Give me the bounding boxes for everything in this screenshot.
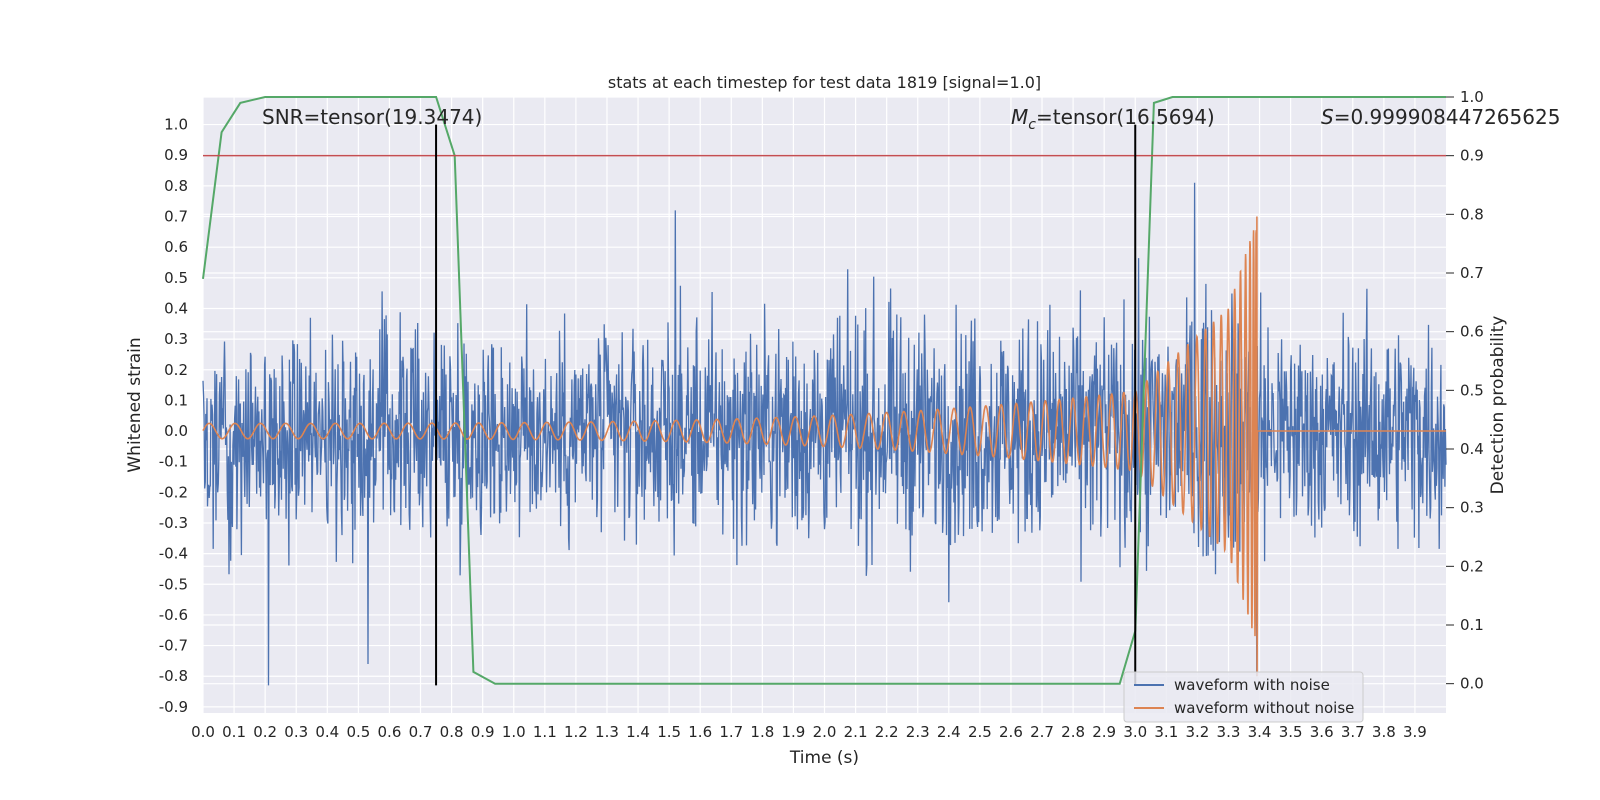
- left-axis-ticks: 1.0 0.9 0.8 0.7 0.6 0.5 0.4 0.3 0.2 0.1 0.0 -0.1 -0.…: [159, 116, 188, 716]
- x-tick-label: 0.4: [315, 723, 339, 741]
- x-tick-label: 1.5: [657, 723, 681, 741]
- x-tick-label: 2.8: [1061, 723, 1085, 741]
- x-tick-label: 3.4: [1248, 723, 1272, 741]
- x-tick-label: 2.4: [937, 723, 961, 741]
- left-y-tick-label: -0.8: [159, 667, 188, 685]
- x-tick-label: 0.3: [284, 723, 308, 741]
- left-y-tick-label: 0.7: [164, 208, 188, 226]
- x-tick-label: 0.5: [346, 723, 370, 741]
- x-tick-label: 3.6: [1310, 723, 1334, 741]
- chirp-mass-annotation: Mc=tensor(16.5694): [1011, 105, 1215, 133]
- right-y-tick-label: 0.4: [1460, 440, 1484, 458]
- score-value: =0.999908447265625: [1334, 105, 1561, 129]
- series-layer: [202, 96, 1447, 686]
- x-tick-label: 2.0: [813, 723, 837, 741]
- x-tick-label: 0.6: [378, 723, 402, 741]
- left-y-tick-label: 0.1: [164, 391, 188, 409]
- right-axis-label: Detection probability: [1488, 316, 1508, 495]
- x-tick-label: 0.0: [191, 723, 215, 741]
- x-tick-label: 3.9: [1403, 723, 1427, 741]
- legend-box: [1123, 671, 1364, 723]
- left-y-tick-label: 0.9: [164, 146, 188, 164]
- x-tick-label: 2.5: [968, 723, 992, 741]
- left-y-tick-label: -0.7: [159, 637, 188, 655]
- x-tick-label: 1.7: [719, 723, 743, 741]
- x-tick-label: 1.3: [595, 723, 619, 741]
- chirp-mass-value: =tensor(16.5694): [1036, 105, 1215, 129]
- legend-label-clean: waveform without noise: [1174, 699, 1354, 717]
- right-y-tick-label: 0.0: [1460, 675, 1484, 693]
- left-y-tick-label: -0.1: [159, 453, 188, 471]
- x-tick-label: 0.2: [253, 723, 277, 741]
- reference-lines: [203, 124, 1446, 686]
- left-y-tick-label: 0.3: [164, 330, 188, 348]
- legend-label-noisy: waveform with noise: [1174, 676, 1330, 694]
- left-y-tick-label: 0.4: [164, 299, 188, 317]
- left-y-tick-label: 0.5: [164, 269, 188, 287]
- x-axis-ticks: 0.0 0.1 0.2 0.3 0.4 0.5 0.6 0.7 0.8 0.9 1.0 1.1 1.2 1…: [191, 723, 1427, 741]
- right-y-tick-label: 0.1: [1460, 616, 1484, 634]
- right-y-tick-label: 0.3: [1460, 499, 1484, 517]
- x-tick-label: 2.2: [875, 723, 899, 741]
- chirp-mass-symbol: M: [1011, 105, 1028, 129]
- left-y-tick-label: 1.0: [164, 116, 188, 134]
- right-axis-ticks: 1.0 0.9 0.8 0.7 0.6 0.5 0.4 0.3 0.2 0.1 0.0: [1446, 88, 1484, 693]
- x-tick-label: 2.7: [1030, 723, 1054, 741]
- snr-annotation: SNR=tensor(19.3474): [262, 105, 482, 129]
- x-tick-label: 3.3: [1217, 723, 1241, 741]
- x-tick-label: 0.9: [471, 723, 495, 741]
- x-tick-label: 2.1: [844, 723, 868, 741]
- x-axis-label: Time (s): [789, 748, 859, 768]
- x-tick-label: 3.8: [1372, 723, 1396, 741]
- x-tick-label: 2.9: [1092, 723, 1116, 741]
- x-tick-label: 1.2: [564, 723, 588, 741]
- x-tick-label: 3.0: [1123, 723, 1147, 741]
- x-tick-label: 1.0: [502, 723, 526, 741]
- right-y-tick-label: 0.7: [1460, 264, 1484, 282]
- x-tick-label: 1.4: [626, 723, 650, 741]
- right-y-tick-label: 0.9: [1460, 147, 1484, 165]
- left-y-tick-label: 0.6: [164, 238, 188, 256]
- left-y-tick-label: 0.8: [164, 177, 188, 195]
- right-y-tick-label: 1.0: [1460, 88, 1484, 106]
- left-y-tick-label: -0.6: [159, 606, 188, 624]
- right-y-tick-label: 0.5: [1460, 381, 1484, 399]
- left-y-tick-label: -0.4: [159, 545, 188, 563]
- x-tick-label: 1.6: [688, 723, 712, 741]
- left-y-tick-label: -0.5: [159, 575, 188, 593]
- x-tick-label: 2.6: [999, 723, 1023, 741]
- left-axis-label: Whitened strain: [125, 337, 145, 472]
- series-detection-probability: [202, 96, 1446, 685]
- x-tick-label: 0.1: [222, 723, 246, 741]
- x-tick-label: 1.9: [781, 723, 805, 741]
- grid: [202, 96, 1446, 713]
- x-tick-label: 3.1: [1154, 723, 1178, 741]
- left-y-tick-label: -0.3: [159, 514, 188, 532]
- x-tick-label: 3.5: [1279, 723, 1303, 741]
- right-y-tick-label: 0.2: [1460, 557, 1484, 575]
- left-y-tick-label: 0.2: [164, 361, 188, 379]
- x-tick-label: 3.7: [1341, 723, 1365, 741]
- chart-title: stats at each timestep for test data 181…: [608, 73, 1041, 92]
- series-waveform-without-noise: [202, 216, 1446, 677]
- score-annotation: S=0.999908447265625: [1321, 105, 1560, 129]
- legend: waveform with noise waveform without noi…: [1123, 671, 1364, 723]
- score-symbol: S: [1321, 105, 1334, 129]
- left-y-tick-label: 0.0: [164, 422, 188, 440]
- x-tick-label: 0.8: [440, 723, 464, 741]
- right-y-tick-label: 0.8: [1460, 205, 1484, 223]
- right-y-tick-label: 0.6: [1460, 323, 1484, 341]
- chirp-mass-subscript: c: [1028, 117, 1036, 133]
- x-tick-label: 2.3: [906, 723, 930, 741]
- left-y-tick-label: -0.2: [159, 483, 188, 501]
- x-tick-label: 3.2: [1185, 723, 1209, 741]
- x-tick-label: 0.7: [409, 723, 433, 741]
- x-tick-label: 1.8: [750, 723, 774, 741]
- left-y-tick-label: -0.9: [159, 698, 188, 716]
- x-tick-label: 1.1: [533, 723, 557, 741]
